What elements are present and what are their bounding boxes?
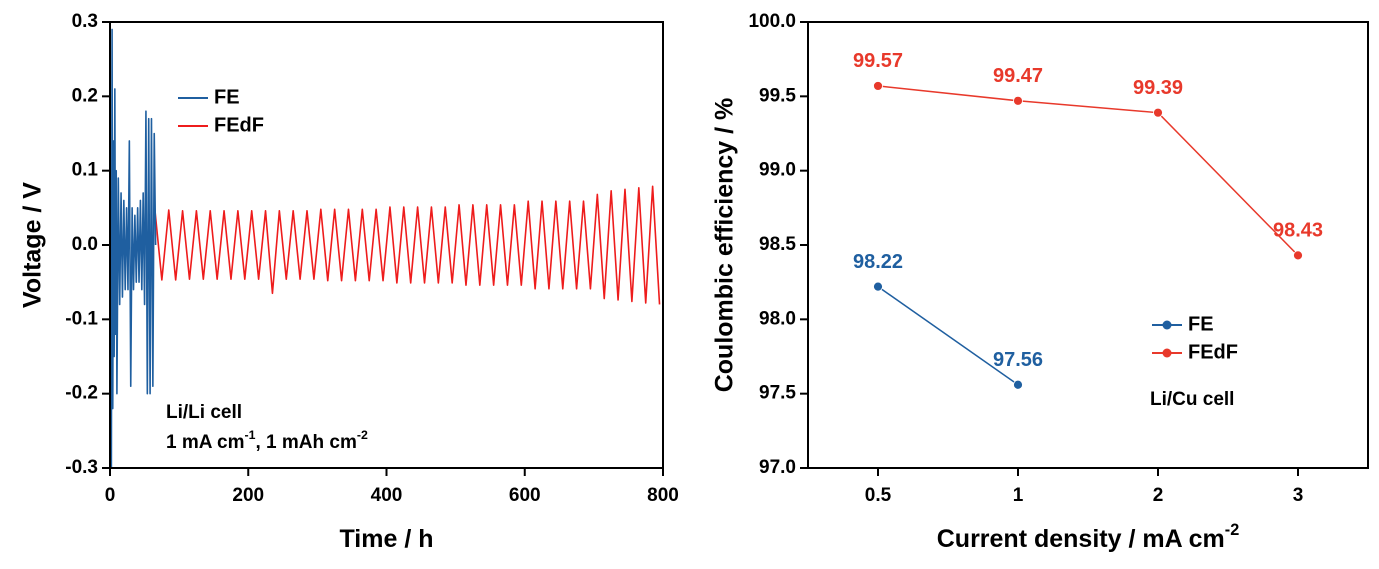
marker bbox=[1293, 250, 1303, 261]
x-tick-label: 0.5 bbox=[865, 485, 892, 506]
value-label: 99.39 bbox=[1133, 77, 1183, 99]
x-tick-label: 800 bbox=[647, 485, 679, 506]
y-tick-label: 99.0 bbox=[759, 160, 796, 181]
marker bbox=[1013, 95, 1023, 106]
y-tick-label: 99.5 bbox=[759, 85, 796, 106]
text-part: , 1 mAh cm bbox=[255, 432, 356, 453]
y-tick-label: 0.1 bbox=[72, 160, 99, 181]
value-label: 97.56 bbox=[993, 349, 1043, 371]
annotation: Li/Li cell bbox=[166, 402, 242, 423]
y-tick-label: -0.2 bbox=[65, 383, 98, 404]
marker bbox=[873, 81, 883, 91]
y-tick-label: 100.0 bbox=[748, 11, 796, 32]
y-tick-label: 0.3 bbox=[72, 11, 98, 32]
x-tick-label: 1 bbox=[1013, 485, 1024, 506]
chart-panel: 97.0 97.5 98.0 98.5 99.0 99.5 100.0 0.5 1 2 3 Curre… bbox=[711, 11, 1369, 553]
y-axis-label: Coulombic efficiency / % bbox=[711, 98, 739, 393]
annotation: 1 mA cm-1, 1 mAh cm-2 bbox=[166, 428, 368, 453]
legend-label: FEdF bbox=[1188, 341, 1238, 363]
y-tick-label: 98.0 bbox=[759, 308, 796, 329]
plot-frame bbox=[807, 21, 1369, 469]
y-tick-label: 0.0 bbox=[72, 234, 98, 255]
y-tick-label: 0.2 bbox=[72, 85, 98, 106]
superscript: -1 bbox=[245, 428, 256, 442]
value-label: 99.57 bbox=[853, 50, 903, 72]
text-part: Time / h bbox=[339, 525, 433, 553]
x-axis-label: Time / h bbox=[339, 525, 433, 553]
x-tick-label: 200 bbox=[232, 485, 264, 506]
series-line bbox=[109, 28, 157, 469]
y-axis-label: Voltage / V bbox=[19, 182, 47, 308]
value-label: 98.22 bbox=[853, 251, 903, 273]
plot-frame bbox=[109, 21, 664, 469]
y-tick-label: 98.5 bbox=[759, 234, 796, 255]
chart-panel: -0.3 -0.2 -0.1 0.0 0.1 0.2 0.3 0 200 400 600 800 Tim… bbox=[19, 11, 679, 553]
x-tick-label: 0 bbox=[105, 485, 116, 506]
legend-label: FE bbox=[1188, 313, 1214, 335]
x-axis-label: Current density / mA cm-2 bbox=[937, 521, 1239, 552]
superscript: -2 bbox=[357, 428, 368, 442]
legend-marker bbox=[1162, 348, 1172, 358]
legend-marker bbox=[1162, 320, 1172, 330]
value-label: 99.47 bbox=[993, 65, 1043, 87]
x-tick-label: 400 bbox=[371, 485, 403, 506]
annotation: Li/Cu cell bbox=[1150, 389, 1234, 410]
y-tick-label: -0.3 bbox=[65, 457, 98, 478]
text-part: 1 mA cm bbox=[166, 432, 245, 453]
text-part: Current density / mA cm bbox=[937, 525, 1225, 553]
legend-label: FEdF bbox=[214, 114, 264, 136]
y-tick-label: 97.0 bbox=[759, 457, 796, 478]
y-tick-label: -0.1 bbox=[65, 308, 98, 329]
y-tick-label: 97.5 bbox=[759, 383, 796, 404]
marker bbox=[1013, 379, 1023, 390]
x-tick-label: 3 bbox=[1293, 485, 1304, 506]
x-tick-label: 2 bbox=[1153, 485, 1164, 506]
legend-label: FE bbox=[214, 86, 240, 108]
marker bbox=[873, 281, 883, 292]
value-label: 98.43 bbox=[1273, 220, 1323, 242]
superscript: -2 bbox=[1225, 521, 1239, 539]
marker bbox=[1153, 107, 1163, 118]
series-line bbox=[154, 185, 661, 305]
series-line bbox=[877, 286, 1019, 386]
series-line bbox=[877, 85, 1299, 256]
x-tick-label: 600 bbox=[509, 485, 541, 506]
